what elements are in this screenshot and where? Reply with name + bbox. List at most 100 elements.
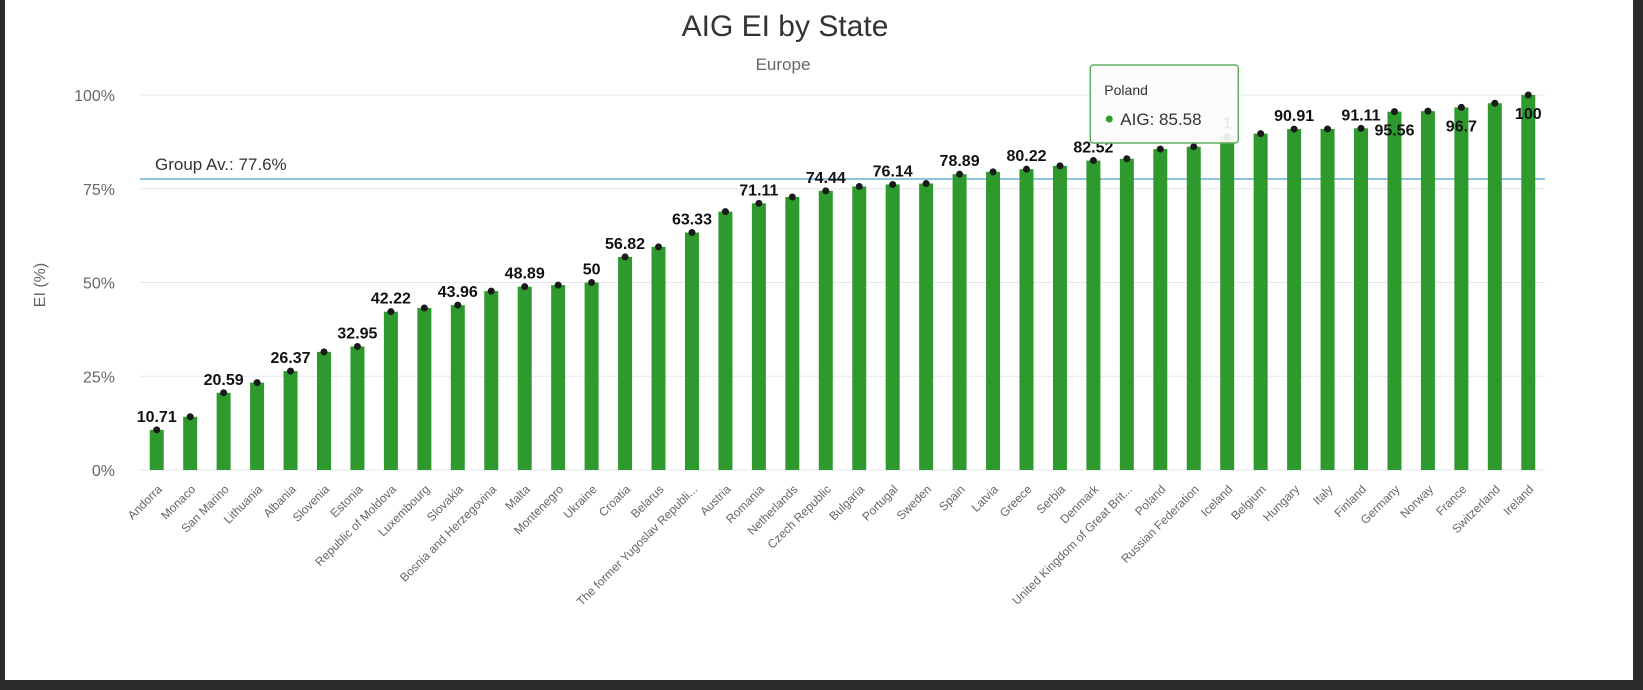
bar[interactable] — [751, 203, 766, 470]
bar-marker — [1089, 157, 1097, 165]
bar[interactable] — [1119, 158, 1134, 470]
y-tick-label: 100% — [74, 88, 115, 105]
y-axis-label: EI (%) — [32, 263, 49, 307]
bar[interactable] — [1487, 103, 1502, 470]
bar[interactable] — [383, 311, 398, 470]
bar[interactable] — [1521, 95, 1536, 470]
bar-marker — [1324, 125, 1332, 133]
data-label: 56.82 — [605, 236, 645, 253]
bar[interactable] — [818, 190, 833, 470]
bar-marker — [721, 208, 729, 216]
bar[interactable] — [450, 305, 465, 470]
bar[interactable] — [651, 246, 666, 470]
grid-lines — [140, 94, 1545, 471]
chart-card: AIG EI by State Europe EI (%) 0% 25% 50% 75… — [5, 0, 1633, 680]
bar-marker — [1257, 130, 1265, 138]
bar-marker — [1190, 143, 1198, 151]
bar-marker — [1524, 91, 1532, 99]
bar-marker — [320, 348, 328, 356]
data-label: 63.33 — [672, 212, 712, 229]
bar[interactable] — [885, 184, 900, 470]
bar[interactable] — [952, 174, 967, 470]
y-tick-label: 0% — [92, 463, 115, 480]
bar[interactable] — [919, 183, 934, 471]
bar-marker — [1056, 162, 1064, 170]
bar-marker — [454, 301, 462, 309]
bar[interactable] — [283, 371, 298, 470]
data-label: 100 — [1515, 106, 1542, 123]
bar[interactable] — [1220, 136, 1235, 470]
bar[interactable] — [1354, 128, 1369, 470]
data-label: 91.11 — [1341, 107, 1380, 124]
chart-title: AIG EI by State — [682, 10, 889, 43]
data-label: 20.59 — [204, 372, 244, 389]
y-tick-label: 75% — [83, 182, 115, 199]
bar-marker — [1357, 124, 1365, 132]
bar[interactable] — [1019, 169, 1034, 471]
bar-marker — [889, 180, 897, 188]
bar[interactable] — [684, 232, 699, 470]
tooltip-series-dot — [1105, 115, 1113, 123]
bar-marker — [153, 426, 161, 434]
bar[interactable] — [316, 351, 331, 470]
bar-marker — [655, 243, 663, 251]
data-label: 48.89 — [505, 266, 545, 283]
data-label: 32.95 — [337, 325, 377, 342]
bar-series — [149, 91, 1536, 471]
x-tick-label: Slovenia — [290, 482, 333, 525]
bar[interactable] — [216, 392, 231, 470]
bar-marker — [287, 367, 295, 375]
bar-marker — [621, 253, 629, 261]
bar[interactable] — [718, 211, 733, 470]
bar[interactable] — [350, 346, 365, 470]
bar-marker — [387, 308, 395, 316]
data-label: 82.52 — [1073, 140, 1113, 157]
bar-marker — [1390, 108, 1398, 116]
data-label: 26.37 — [271, 350, 311, 367]
bar-marker — [755, 199, 763, 207]
bar[interactable] — [250, 382, 265, 470]
bar-marker — [420, 304, 428, 312]
bar[interactable] — [1052, 165, 1067, 470]
average-label: Group Av.: 77.6% — [155, 155, 287, 174]
bar[interactable] — [618, 256, 633, 470]
bar[interactable] — [484, 291, 499, 470]
x-tick-label: Spain — [936, 482, 968, 514]
bar[interactable] — [1153, 149, 1168, 470]
y-axis-ticks: 0% 25% 50% 75% 100% — [74, 88, 115, 480]
bar[interactable] — [1454, 107, 1469, 470]
bar[interactable] — [1420, 111, 1435, 470]
tooltip: Poland AIG: 85.58 — [1089, 64, 1240, 144]
bar[interactable] — [517, 286, 532, 470]
data-label: 10.71 — [137, 409, 177, 426]
x-tick-label: Greece — [997, 482, 1035, 520]
bar[interactable] — [1086, 160, 1101, 471]
x-tick-label: Portugal — [859, 482, 901, 524]
x-tick-label: Norway — [1397, 482, 1436, 521]
bar[interactable] — [417, 308, 432, 470]
bar-marker — [521, 283, 529, 291]
bar[interactable] — [149, 429, 164, 470]
bar-marker — [487, 287, 495, 295]
x-tick-label: Hungary — [1260, 482, 1302, 524]
bar[interactable] — [183, 416, 198, 470]
bar[interactable] — [551, 285, 566, 470]
bar[interactable] — [1320, 128, 1335, 470]
bar[interactable] — [1387, 111, 1402, 471]
data-label: 74.44 — [806, 170, 846, 187]
y-tick-label: 25% — [83, 369, 115, 386]
bar[interactable] — [1253, 133, 1268, 470]
bar[interactable] — [1287, 129, 1302, 470]
bar-marker — [588, 279, 596, 286]
bar[interactable] — [584, 282, 599, 471]
bar-marker — [1123, 155, 1131, 163]
bar[interactable] — [785, 197, 800, 470]
bar[interactable] — [1186, 146, 1201, 470]
y-tick-label: 50% — [83, 276, 115, 293]
data-label: 96.7 — [1446, 118, 1477, 135]
bar-marker — [1491, 99, 1499, 107]
data-label: 43.96 — [438, 284, 478, 301]
bar[interactable] — [986, 171, 1001, 470]
bar-marker — [922, 180, 930, 187]
bar[interactable] — [852, 186, 867, 471]
